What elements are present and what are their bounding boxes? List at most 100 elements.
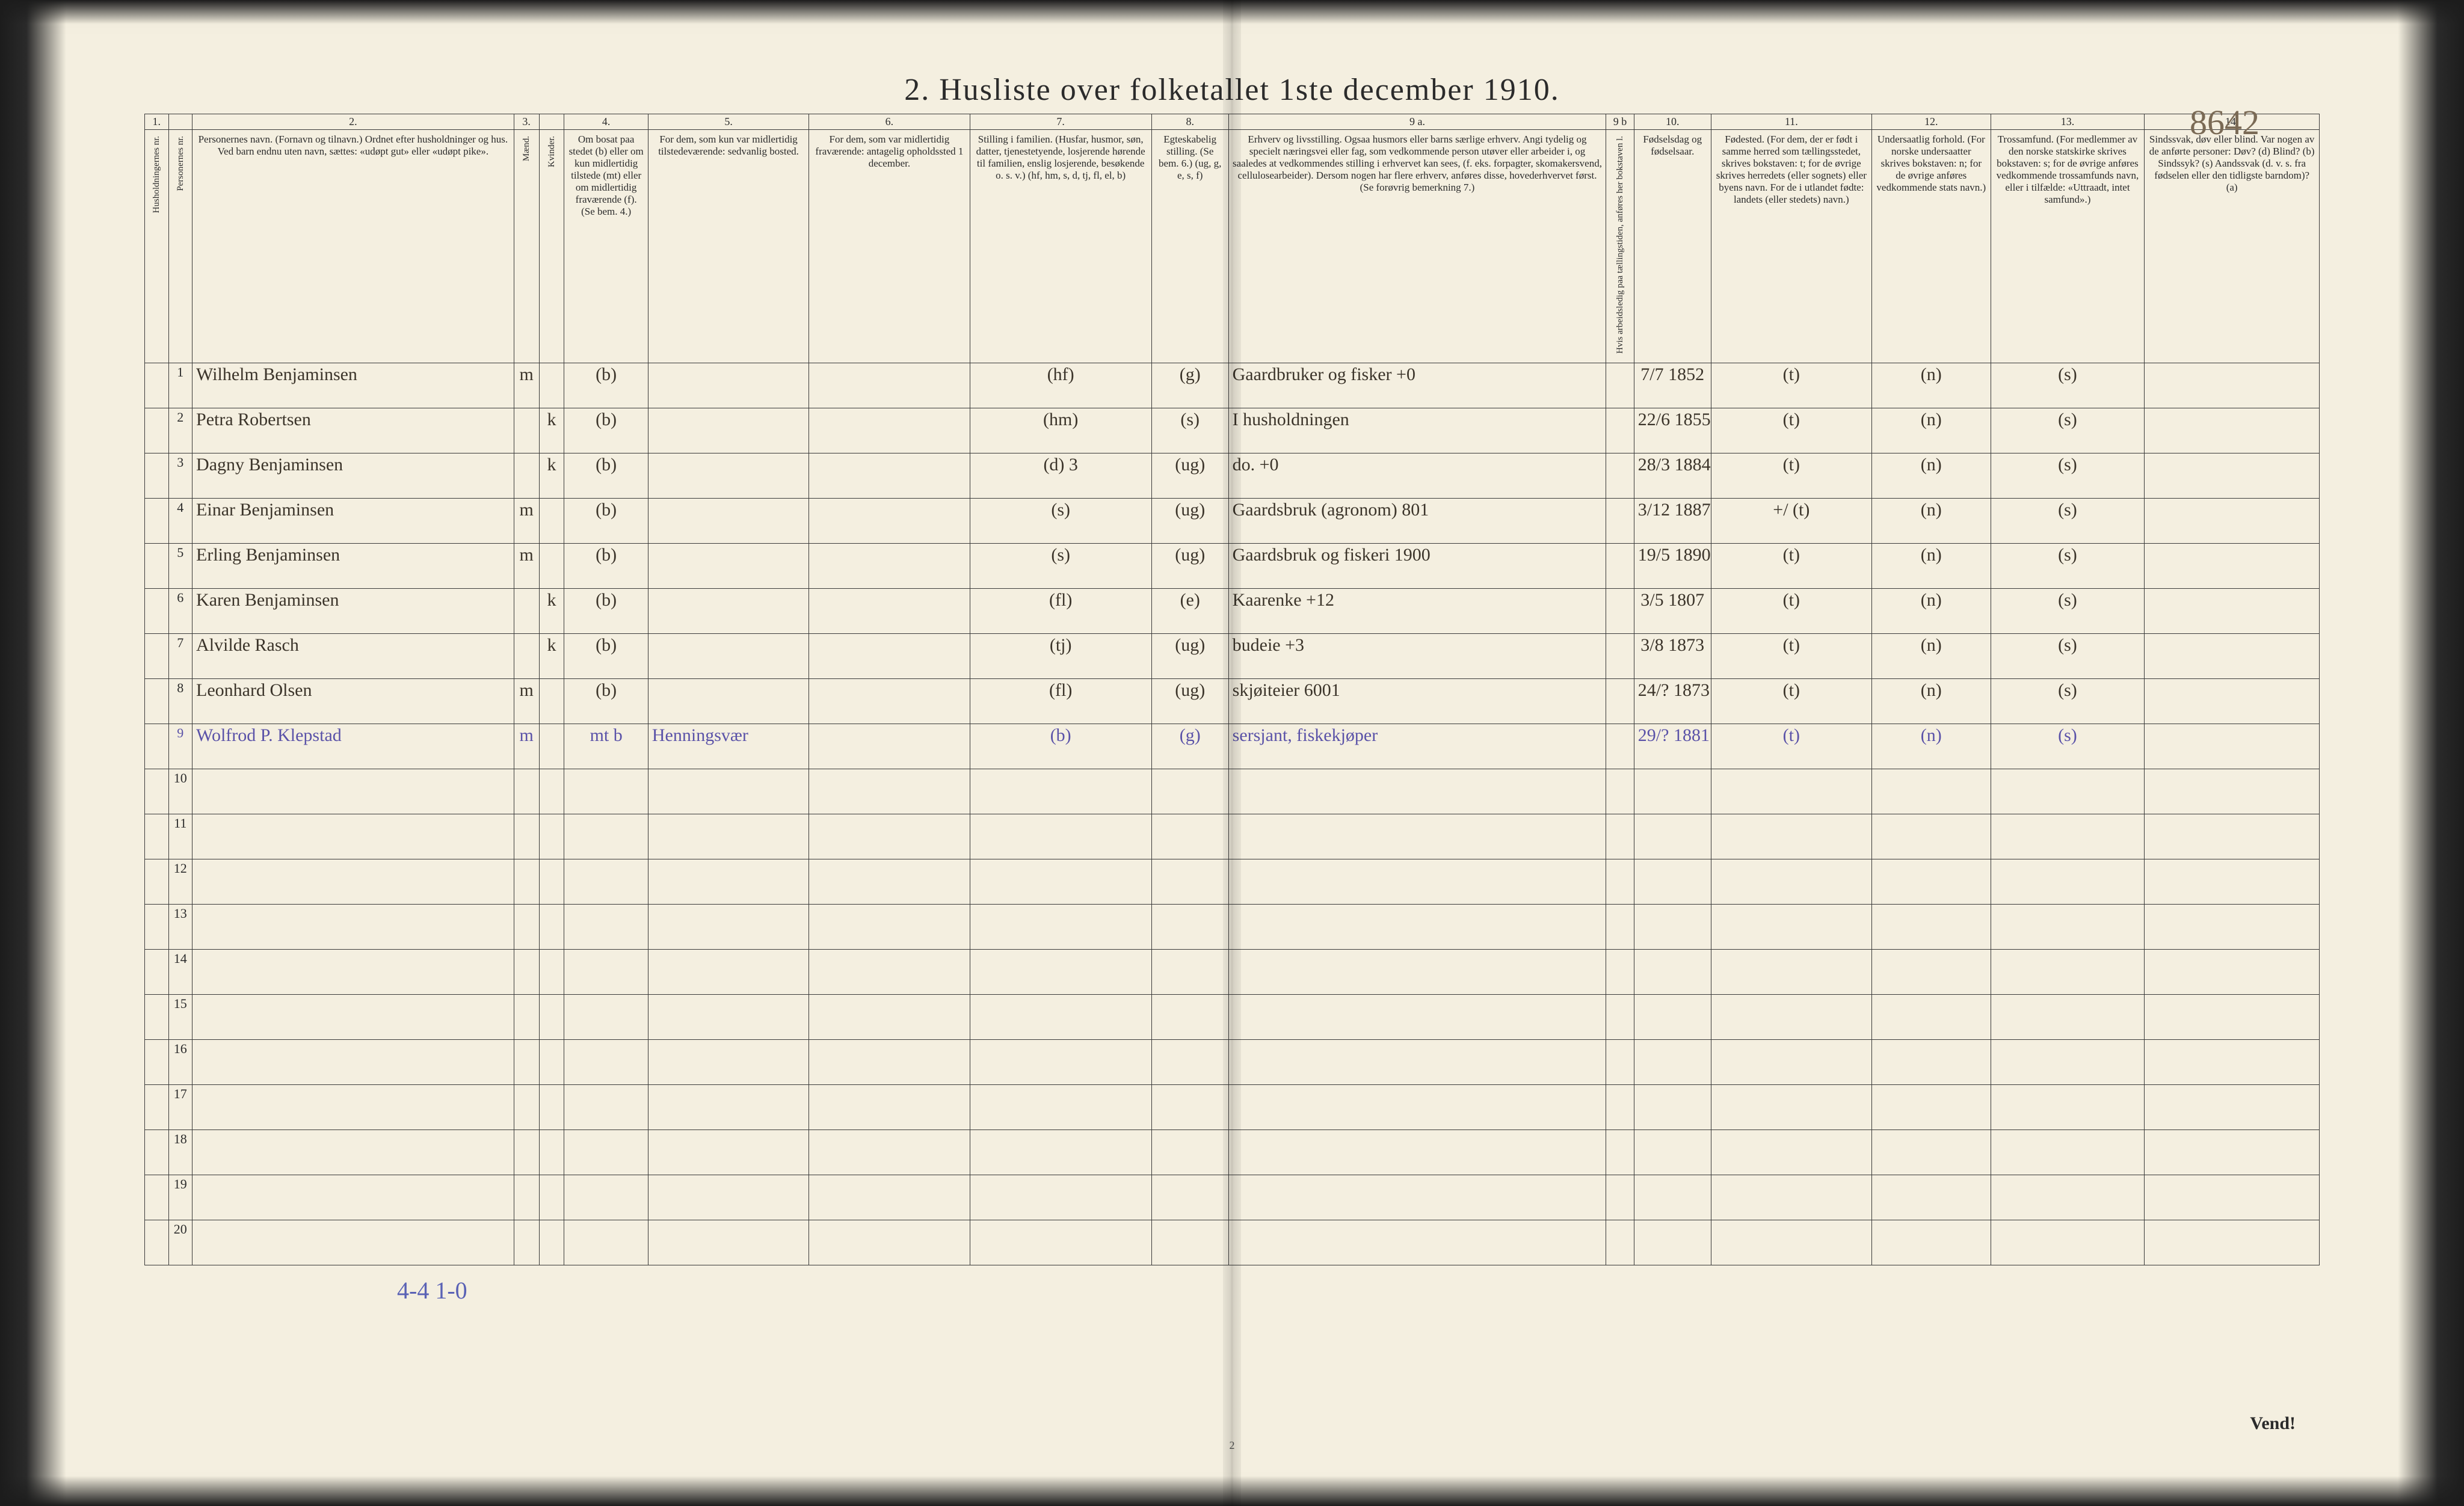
column-number-cell: 9 a. (1228, 114, 1606, 130)
cell-hnr (145, 859, 169, 905)
cell-fod (1634, 1175, 1711, 1220)
cell-c5 (648, 950, 808, 995)
hdr-midl-fravaer: For dem, som var midlertidig fraværende:… (809, 130, 970, 363)
cell-hnr (145, 814, 169, 859)
cell-k (539, 995, 564, 1040)
cell-c5 (648, 453, 808, 499)
cell-pnr: 4 (168, 499, 192, 544)
cell-erh: I husholdningen (1228, 408, 1606, 453)
cell-fod: 22/6 1855 (1634, 408, 1711, 453)
cell-l (1606, 1220, 1634, 1265)
cell-egl: (e) (1151, 589, 1228, 634)
cell-pnr: 6 (168, 589, 192, 634)
cell-l (1606, 408, 1634, 453)
table-row: 15 (145, 995, 2320, 1040)
cell-k: k (539, 453, 564, 499)
cell-c6 (809, 363, 970, 408)
cell-fod (1634, 1040, 1711, 1085)
cell-erh (1228, 859, 1606, 905)
cell-tro: (s) (1991, 544, 2145, 589)
cell-k (539, 814, 564, 859)
cell-c5 (648, 995, 808, 1040)
column-number-cell: 7. (970, 114, 1151, 130)
cell-fod (1634, 950, 1711, 995)
cell-c6 (809, 1220, 970, 1265)
column-number-cell: 13. (1991, 114, 2145, 130)
cell-tro (1991, 814, 2145, 859)
table-row: 19 (145, 1175, 2320, 1220)
cell-res: (b) (564, 363, 648, 408)
cell-egl (1151, 905, 1228, 950)
cell-erh (1228, 995, 1606, 1040)
cell-tro: (s) (1991, 679, 2145, 724)
cell-hnr (145, 995, 169, 1040)
cell-l (1606, 634, 1634, 679)
cell-und: (n) (1872, 724, 1991, 769)
cell-name: Dagny Benjaminsen (192, 453, 514, 499)
table-row: 17 (145, 1085, 2320, 1130)
cell-c14 (2145, 453, 2320, 499)
cell-c6 (809, 1130, 970, 1175)
cell-pnr: 20 (168, 1220, 192, 1265)
cell-c5 (648, 589, 808, 634)
cell-l (1606, 589, 1634, 634)
cell-res (564, 950, 648, 995)
cell-pnr: 10 (168, 769, 192, 814)
cell-und (1872, 1175, 1991, 1220)
cell-pnr: 14 (168, 950, 192, 995)
cell-erh (1228, 814, 1606, 859)
cell-k (539, 363, 564, 408)
cell-name: Wilhelm Benjaminsen (192, 363, 514, 408)
cell-res: (b) (564, 679, 648, 724)
cell-fam: (s) (970, 544, 1151, 589)
cell-tro (1991, 950, 2145, 995)
cell-tro (1991, 1130, 2145, 1175)
table-row: 1Wilhelm Benjaminsenm(b)(hf)(g)Gaardbruk… (145, 363, 2320, 408)
cell-fst: (t) (1711, 679, 1871, 724)
cell-fst (1711, 769, 1871, 814)
cell-res: (b) (564, 499, 648, 544)
cell-fam (970, 814, 1151, 859)
hdr-undersaat: Undersaatlig forhold. (For norske unders… (1872, 130, 1991, 363)
cell-k: k (539, 589, 564, 634)
cell-pnr: 9 (168, 724, 192, 769)
cell-m (514, 814, 539, 859)
column-number-cell: 2. (192, 114, 514, 130)
cell-hnr (145, 1130, 169, 1175)
cell-c14 (2145, 814, 2320, 859)
cell-egl (1151, 1175, 1228, 1220)
cell-fod: 24/? 1873 (1634, 679, 1711, 724)
cell-fst: (t) (1711, 724, 1871, 769)
cell-fam: (tj) (970, 634, 1151, 679)
cell-m (514, 1085, 539, 1130)
hdr-trossamfund: Trossamfund. (For medlemmer av den norsk… (1991, 130, 2145, 363)
scan-edge-bottom (0, 1476, 2464, 1506)
cell-fst (1711, 859, 1871, 905)
hdr-egteskab: Egteskabelig stilling. (Se bem. 6.) (ug,… (1151, 130, 1228, 363)
cell-name: Karen Benjaminsen (192, 589, 514, 634)
cell-res (564, 1130, 648, 1175)
cell-egl (1151, 769, 1228, 814)
cell-name: Wolfrod P. Klepstad (192, 724, 514, 769)
hdr-erhverv: Erhverv og livsstilling. Ogsaa husmors e… (1228, 130, 1606, 363)
cell-fod (1634, 1085, 1711, 1130)
cell-m: m (514, 679, 539, 724)
cell-k (539, 905, 564, 950)
cell-c5 (648, 634, 808, 679)
cell-c14 (2145, 859, 2320, 905)
cell-und: (n) (1872, 589, 1991, 634)
cell-tro: (s) (1991, 408, 2145, 453)
cell-hnr (145, 1220, 169, 1265)
cell-res (564, 859, 648, 905)
cell-fst (1711, 995, 1871, 1040)
cell-m (514, 589, 539, 634)
cell-c14 (2145, 544, 2320, 589)
column-number-cell (168, 114, 192, 130)
cell-und: (n) (1872, 679, 1991, 724)
cell-fod: 29/? 1881 (1634, 724, 1711, 769)
cell-fam (970, 950, 1151, 995)
cell-fst (1711, 905, 1871, 950)
cell-und (1872, 1220, 1991, 1265)
cell-fst: (t) (1711, 589, 1871, 634)
cell-fod: 19/5 1890 (1634, 544, 1711, 589)
